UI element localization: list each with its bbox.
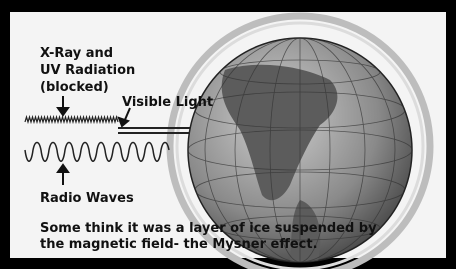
page: X-Ray and UV Radiation (blocked) Visible… — [0, 0, 456, 269]
xray-label: UV Radiation — [40, 63, 135, 78]
visible-label: Visible Light — [122, 95, 213, 110]
xray-label: X-Ray and — [40, 46, 113, 61]
diagram: X-Ray and UV Radiation (blocked) Visible… — [0, 0, 456, 269]
caption: Some think it was a layer of ice suspend… — [40, 221, 377, 236]
radio-label: Radio Waves — [40, 191, 134, 206]
caption: the magnetic field- the Mysner effect. — [40, 237, 318, 252]
xray-label: (blocked) — [40, 80, 109, 95]
